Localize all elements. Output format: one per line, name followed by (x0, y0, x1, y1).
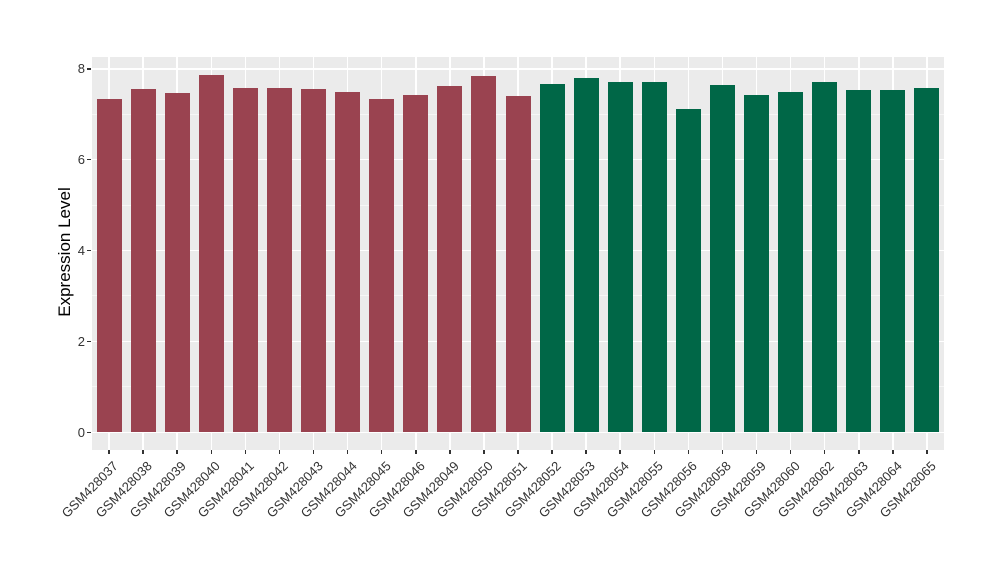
x-tick-mark (823, 450, 826, 454)
x-tick-mark (415, 450, 417, 454)
x-tick-mark (312, 450, 315, 454)
bar-GSM428063 (846, 89, 872, 433)
y-tick-label: 2 (77, 333, 85, 349)
x-tick-mark (449, 450, 451, 454)
y-tick-mark (87, 431, 91, 434)
x-tick-mark (653, 450, 656, 454)
x-tick-mark (585, 450, 587, 454)
bar-GSM428053 (573, 77, 599, 433)
bar-GSM428042 (266, 87, 292, 433)
bar-GSM428044 (335, 91, 361, 433)
bar-GSM428039 (164, 93, 190, 433)
x-tick-mark (755, 450, 758, 454)
y-tick-mark (87, 340, 91, 343)
x-tick-mark (142, 450, 144, 454)
bar-GSM428038 (130, 89, 156, 433)
bar-GSM428062 (812, 81, 838, 433)
x-tick-mark (926, 450, 928, 454)
x-tick-mark (858, 450, 860, 454)
plot-panel (92, 57, 944, 450)
x-tick-mark (892, 450, 894, 454)
x-tick-mark (721, 450, 724, 454)
bar-GSM428056 (675, 108, 701, 433)
bar-GSM428045 (369, 99, 395, 433)
bar-GSM428058 (709, 84, 735, 433)
x-tick-mark (176, 450, 178, 454)
bar-GSM428049 (437, 86, 463, 433)
x-tick-mark (619, 450, 621, 454)
bar-GSM428065 (914, 87, 940, 433)
bar-GSM428051 (505, 96, 531, 433)
x-tick-mark (687, 450, 690, 454)
y-tick-label: 4 (77, 243, 85, 259)
x-tick-mark (380, 450, 383, 454)
x-tick-mark (517, 450, 519, 454)
x-tick-mark (278, 450, 281, 454)
bar-GSM428037 (96, 99, 122, 433)
bar-GSM428060 (778, 91, 804, 433)
bar-GSM428046 (403, 95, 429, 433)
y-tick-label: 0 (77, 424, 85, 440)
y-tick-label: 6 (77, 152, 85, 168)
x-tick-mark (346, 450, 349, 454)
x-tick-mark (108, 450, 110, 454)
bar-GSM428064 (880, 89, 906, 433)
x-tick-mark (244, 450, 247, 454)
x-tick-mark (483, 450, 485, 454)
bar-GSM428055 (641, 81, 667, 433)
bar-GSM428040 (198, 74, 224, 433)
bar-GSM428054 (607, 81, 633, 433)
bar-GSM428059 (744, 94, 770, 433)
bar-GSM428050 (471, 76, 497, 433)
x-tick-mark (789, 450, 792, 454)
x-tick-mark (210, 450, 213, 454)
bar-GSM428052 (539, 83, 565, 433)
bar-GSM428043 (301, 88, 327, 433)
y-tick-mark (87, 158, 91, 161)
x-tick-mark (551, 450, 553, 454)
bar-GSM428041 (232, 88, 258, 433)
y-tick-label: 8 (77, 61, 85, 77)
y-tick-mark (87, 249, 91, 252)
y-tick-mark (87, 68, 91, 70)
